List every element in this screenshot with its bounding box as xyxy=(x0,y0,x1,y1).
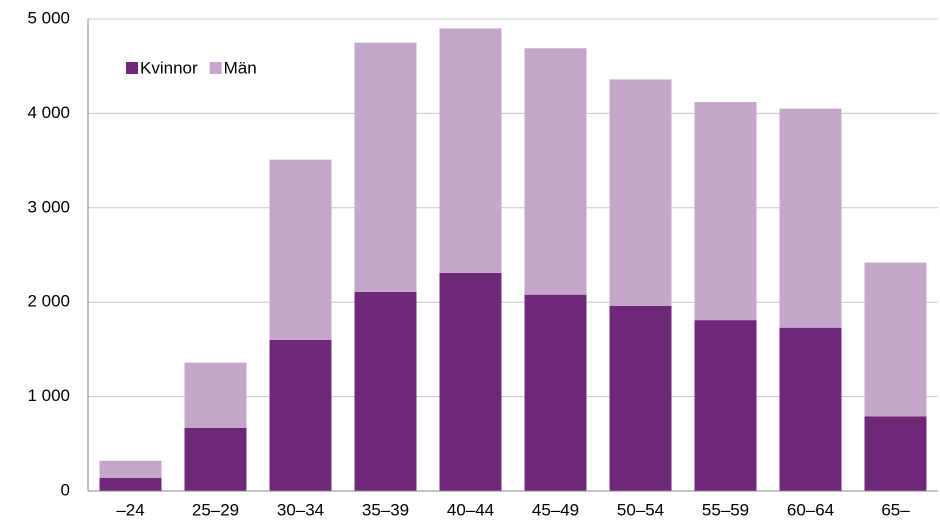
x-tick-label: 65– xyxy=(881,500,910,519)
bar-segment xyxy=(524,294,587,491)
bar-segment xyxy=(439,28,502,273)
x-tick-label: 60–64 xyxy=(787,500,834,519)
bar-segment xyxy=(694,320,757,491)
y-tick-label: 1 000 xyxy=(27,386,70,405)
y-tick-label: 2 000 xyxy=(27,292,70,311)
bar-segment xyxy=(864,262,927,417)
x-tick-label: 35–39 xyxy=(362,500,409,519)
bar-segment xyxy=(779,327,842,491)
bar-segment xyxy=(269,339,332,491)
bar-segment xyxy=(694,102,757,321)
bar-segment xyxy=(524,48,587,295)
x-tick-label: 25–29 xyxy=(192,500,239,519)
bar-segment xyxy=(269,159,332,340)
bar-segment xyxy=(609,305,672,491)
y-tick-label: 0 xyxy=(61,480,70,499)
bar-segment xyxy=(354,42,417,292)
bar-segment xyxy=(354,291,417,491)
bar-segment xyxy=(609,79,672,306)
legend-swatch xyxy=(126,62,138,74)
x-tick-label: 40–44 xyxy=(447,500,494,519)
bar-segment xyxy=(779,108,842,328)
x-tick-label: 55–59 xyxy=(702,500,749,519)
y-tick-label: 4 000 xyxy=(27,103,70,122)
y-tick-label: 3 000 xyxy=(27,197,70,216)
x-tick-label: 30–34 xyxy=(277,500,324,519)
legend-label: Män xyxy=(224,58,257,77)
legend-swatch xyxy=(209,62,222,74)
x-tick-label: 50–54 xyxy=(617,500,664,519)
legend-label: Kvinnor xyxy=(140,58,198,77)
bar-segment xyxy=(184,362,247,428)
bar-segment xyxy=(864,416,927,491)
x-tick-label: –24 xyxy=(116,500,144,519)
x-tick-label: 45–49 xyxy=(532,500,579,519)
bar-segment xyxy=(439,272,502,491)
bar-segment xyxy=(99,460,162,478)
bar-segment xyxy=(99,477,162,491)
y-tick-label: 5 000 xyxy=(27,8,70,27)
bar-segment xyxy=(184,427,247,491)
